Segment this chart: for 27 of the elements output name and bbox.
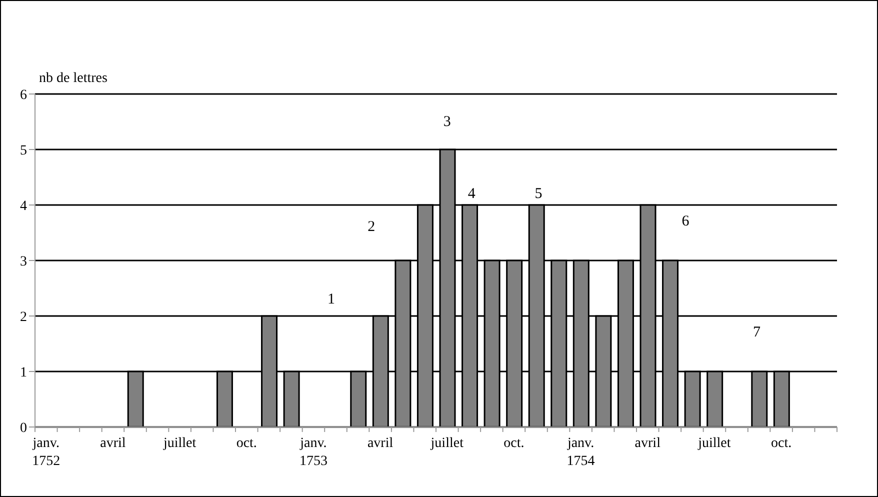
x-tick-label: avril [367,436,394,451]
y-tick-label: 6 [20,88,27,103]
x-tick-label: oct. [771,436,792,451]
annotation: 6 [682,214,690,230]
x-tick-label: oct. [504,436,524,451]
y-axis-title: nb de lettres [39,71,108,87]
annotation: 1 [328,291,336,308]
x-tick-label: juillet [162,436,196,451]
x-tick-label: juillet [697,436,731,451]
annotation: 7 [753,324,762,341]
x-tick-label: oct. [236,436,257,451]
x-tick-label: janv. 1752 [32,436,60,469]
y-tick-label: 0 [20,420,27,436]
y-tick-label: 1 [20,365,27,380]
x-tick-label: janv. 1753 [299,436,328,469]
y-tick-label: 2 [20,310,27,325]
y-tick-label: 5 [20,143,27,158]
y-tick-label: 3 [20,254,27,270]
annotation: 5 [534,186,542,202]
x-tick-label: avril [634,436,661,451]
annotation: 2 [368,219,376,236]
annotation: 3 [443,114,451,130]
x-tick-label: avril [100,436,126,451]
x-tick-label: juillet [430,436,464,451]
annotation: 4 [468,186,476,202]
x-tick-label: janv. 1754 [566,436,595,469]
y-tick-label: 4 [20,198,27,214]
